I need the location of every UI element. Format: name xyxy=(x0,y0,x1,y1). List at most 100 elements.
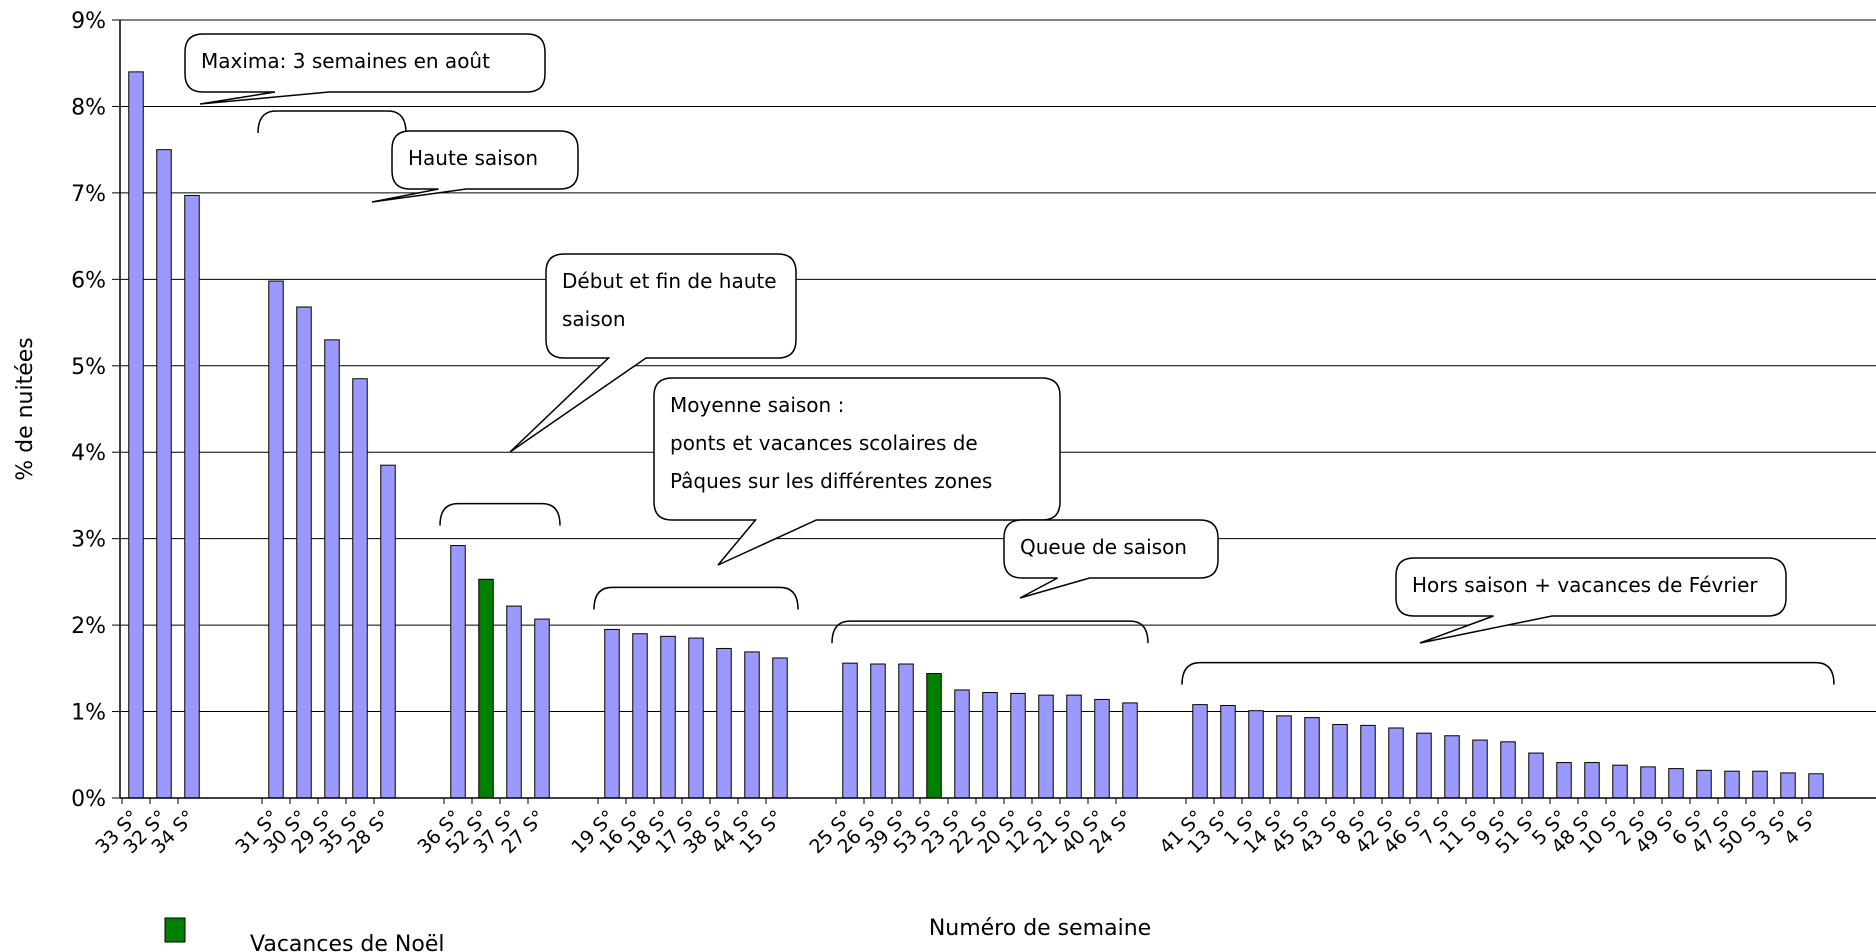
bar xyxy=(744,651,760,799)
callout: Hors saison + vacances de Février xyxy=(1395,557,1787,644)
bar xyxy=(1780,772,1796,799)
callout: Queue de saison xyxy=(1003,519,1219,599)
bar xyxy=(1500,741,1516,799)
bar xyxy=(380,464,396,799)
bar xyxy=(660,635,676,799)
callout-text: Début et fin de haute xyxy=(562,269,777,293)
bar xyxy=(1724,770,1740,799)
callout-box xyxy=(371,130,579,203)
bar xyxy=(982,692,998,799)
bar xyxy=(604,628,620,799)
bar xyxy=(1388,727,1404,799)
bar xyxy=(1066,694,1082,799)
bar xyxy=(1556,762,1572,799)
bar xyxy=(1696,769,1712,799)
callout: Moyenne saison : ponts et vacances scolai… xyxy=(653,377,1061,566)
bar xyxy=(842,662,858,799)
group-braces xyxy=(257,110,1835,685)
bar xyxy=(534,618,550,799)
callout: Haute saison xyxy=(371,130,579,203)
bar xyxy=(352,378,368,799)
bar xyxy=(1192,704,1208,799)
y-tick-label: 4% xyxy=(71,441,106,466)
bar xyxy=(1472,739,1488,799)
y-tick-label: 9% xyxy=(71,9,106,34)
bar xyxy=(1444,735,1460,799)
bar xyxy=(1122,702,1138,799)
bar xyxy=(1752,770,1768,799)
bar xyxy=(296,306,312,799)
bar xyxy=(1038,694,1054,799)
x-axis-label: Numéro de semaine xyxy=(929,916,1151,941)
legend-label: Vacances de Noël xyxy=(250,932,445,952)
callout: Début et fin de haute saison xyxy=(509,253,797,453)
callout-text: saison xyxy=(562,307,626,331)
brace xyxy=(593,586,799,610)
bar xyxy=(898,663,914,799)
callout-box xyxy=(509,253,797,453)
bar xyxy=(688,637,704,799)
callout: Maxima: 3 semaines en août xyxy=(184,33,546,105)
legend-swatch xyxy=(164,917,186,943)
y-tick-label: 3% xyxy=(71,528,106,553)
callouts: Maxima: 3 semaines en août Haute saison Dé… xyxy=(184,33,1787,644)
brace xyxy=(831,620,1149,644)
bar xyxy=(1276,715,1292,799)
callout-text: Moyenne saison : xyxy=(670,393,844,417)
y-tick-label: 6% xyxy=(71,268,106,293)
bar xyxy=(1304,717,1320,799)
callout-text: Haute saison xyxy=(408,146,538,170)
brace xyxy=(1181,661,1835,685)
bar xyxy=(1094,698,1110,799)
bar xyxy=(632,633,648,799)
bar xyxy=(1010,692,1026,799)
bar xyxy=(1360,724,1376,799)
bar xyxy=(1640,766,1656,799)
bar xyxy=(1808,773,1824,799)
bar xyxy=(1612,764,1628,799)
bar xyxy=(450,545,466,799)
x-tick-labels: 33 S°32 S°34 S° 31 S°30 S°29 S°35 S°28 S°… xyxy=(91,798,1824,858)
y-tick-label: 5% xyxy=(71,355,106,380)
callout-box xyxy=(1003,519,1219,599)
brace xyxy=(439,502,561,526)
bar xyxy=(926,673,942,799)
callout-text: Maxima: 3 semaines en août xyxy=(201,49,490,73)
bar xyxy=(1332,724,1348,799)
callout-text: Hors saison + vacances de Février xyxy=(1412,573,1758,597)
bar xyxy=(478,578,494,799)
brace xyxy=(257,110,407,134)
bar xyxy=(128,71,144,799)
legend: Vacances de Noël xyxy=(164,917,445,952)
y-tick-label: 7% xyxy=(71,182,106,207)
bar xyxy=(870,663,886,799)
bar xyxy=(1528,752,1544,799)
bar xyxy=(954,689,970,799)
y-tick-labels: 0% 1% 2% 3% 4% 5% 6% 7% 8% 9% xyxy=(71,9,120,812)
bar xyxy=(1248,710,1264,799)
bar xyxy=(1220,705,1236,799)
y-tick-label: 0% xyxy=(71,787,106,812)
callout-text: Pâques sur les différentes zones xyxy=(670,469,992,493)
bar xyxy=(506,605,522,799)
callout-text: ponts et vacances scolaires de xyxy=(670,431,978,455)
grid-lines xyxy=(120,19,1876,713)
bar xyxy=(772,657,788,799)
y-tick-label: 8% xyxy=(71,95,106,120)
callout-box xyxy=(653,377,1061,566)
bar xyxy=(1668,768,1684,799)
callout-box xyxy=(184,33,546,105)
bar xyxy=(324,339,340,799)
y-tick-label: 1% xyxy=(71,701,106,726)
callout-box xyxy=(1395,557,1787,644)
callout-text: Queue de saison xyxy=(1020,535,1187,559)
y-axis-label: % de nuitées xyxy=(13,337,38,481)
bar xyxy=(1416,732,1432,799)
bar xyxy=(184,194,200,799)
bar xyxy=(716,647,732,799)
bar xyxy=(156,149,172,799)
bar xyxy=(268,280,284,799)
y-tick-label: 2% xyxy=(71,614,106,639)
bar xyxy=(1584,762,1600,799)
